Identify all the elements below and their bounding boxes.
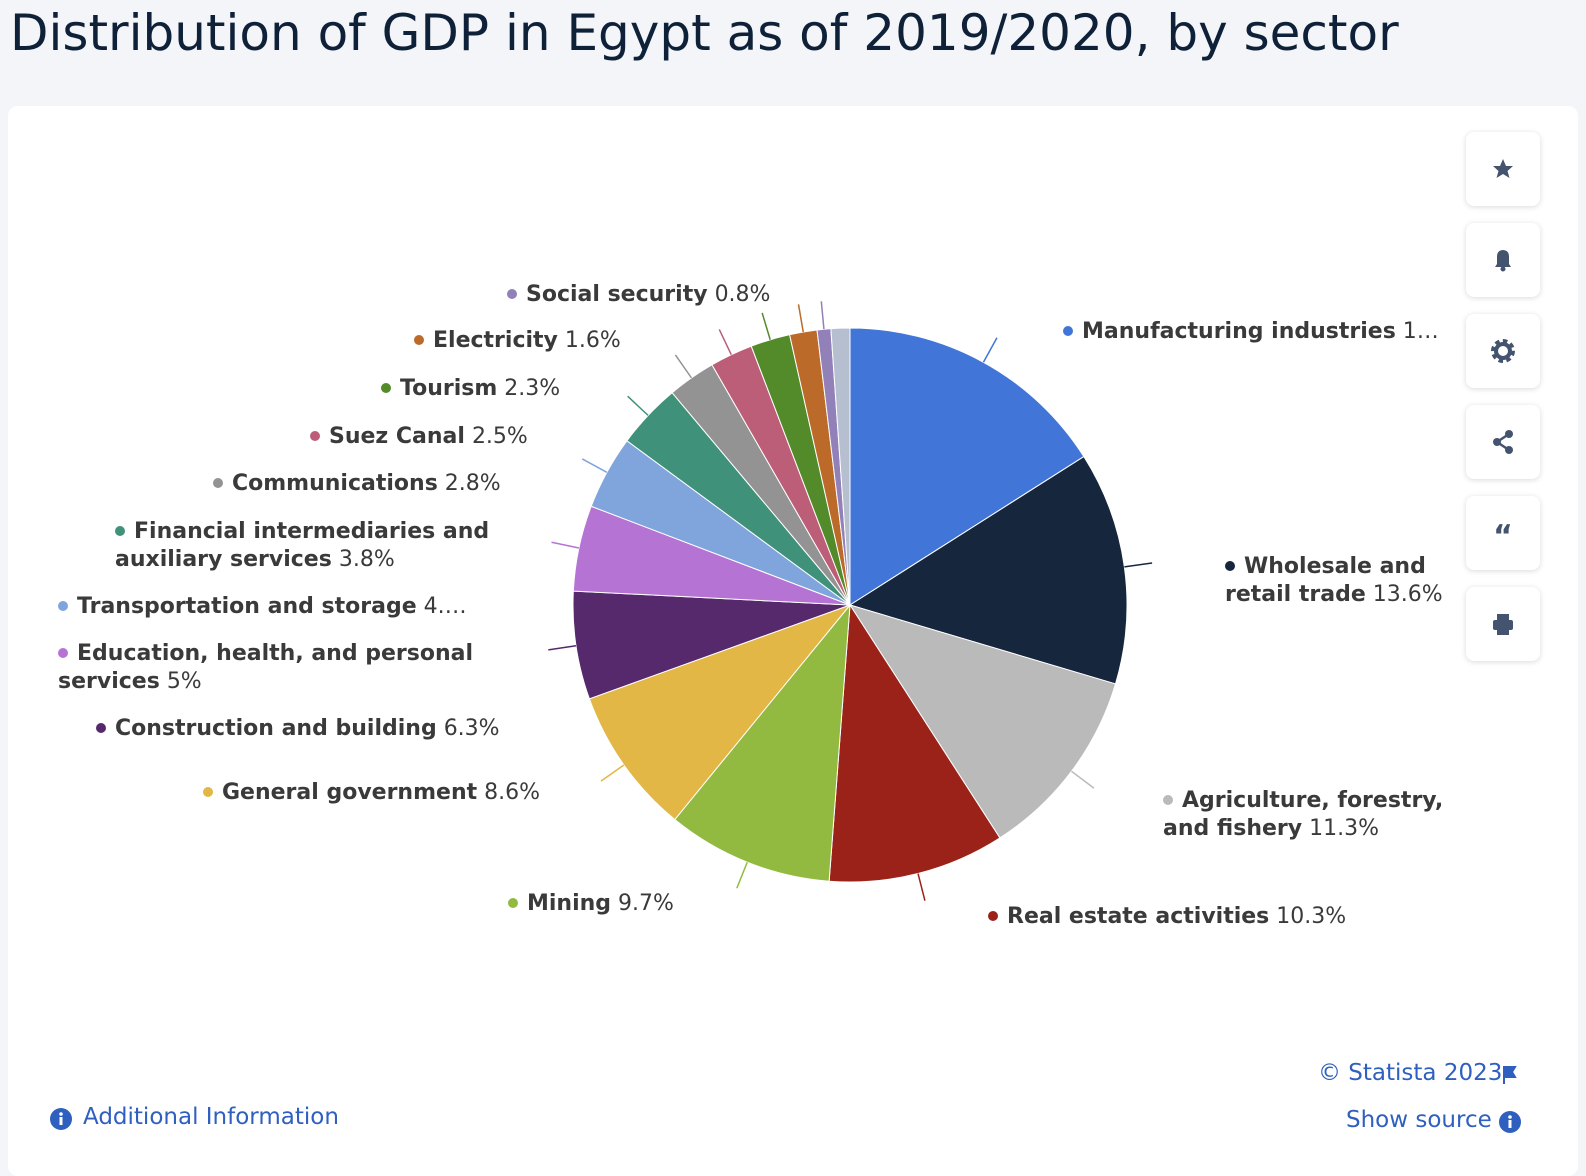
pie-slice: [828, 603, 1001, 883]
legend-dot: [115, 526, 125, 536]
legend-dot: [58, 601, 68, 611]
leader-line: [551, 541, 580, 549]
category-label: Agriculture, forestry, and fishery: [1163, 788, 1444, 841]
legend-dot: [414, 335, 424, 345]
category-label: Tourism: [400, 376, 498, 401]
data-label: Suez Canal 2.5%: [310, 423, 528, 451]
legend-dot: [988, 911, 998, 921]
pie-slice: [849, 327, 1085, 606]
leader-line: [797, 304, 804, 333]
leader-line: [600, 764, 625, 782]
pie-slice: [848, 604, 1117, 839]
legend-dot: [381, 383, 391, 393]
legend-dot: [58, 648, 68, 658]
value-label: 3.8%: [338, 547, 395, 572]
share-button[interactable]: [1466, 405, 1540, 479]
category-label: Construction and building: [115, 716, 437, 741]
value-label: 1.6%: [564, 328, 621, 353]
pie-slice: [588, 603, 852, 821]
legend-dot: [1163, 795, 1173, 805]
print-button[interactable]: [1466, 587, 1540, 661]
value-label: 6.3%: [443, 716, 500, 741]
category-label: Electricity: [433, 328, 558, 353]
alert-button[interactable]: [1466, 223, 1540, 297]
chart-title: Distribution of GDP in Egypt as of 2019/…: [10, 4, 1399, 62]
leader-line: [1124, 562, 1153, 568]
show-source[interactable]: Show source: [1346, 1107, 1492, 1133]
info-icon: [50, 1108, 72, 1130]
value-label: 1…: [1402, 319, 1439, 344]
legend-dot: [1225, 561, 1235, 571]
value-label: 0.8%: [714, 282, 771, 307]
category-label: Education, health, and personal services: [58, 641, 474, 694]
data-label: Tourism 2.3%: [381, 375, 560, 403]
data-label: Wholesale and retail trade 13.6%: [1225, 553, 1455, 609]
category-label: Transportation and storage: [77, 594, 417, 619]
legend-dot: [203, 787, 213, 797]
legend-dot: [310, 431, 320, 441]
value-label: 2.8%: [444, 471, 501, 496]
svg-text:“: “: [1493, 519, 1513, 554]
leader-line: [1071, 770, 1095, 789]
category-label: Manufacturing industries: [1082, 319, 1396, 344]
data-label: Social security 0.8%: [507, 281, 770, 309]
value-label: 9.7%: [618, 891, 674, 916]
data-label: Construction and building 6.3%: [96, 715, 500, 743]
pie-slice: [674, 603, 851, 882]
data-label: Real estate activities 10.3%: [988, 903, 1346, 931]
data-label: Mining 9.7%: [508, 890, 674, 918]
flag-icon: [1503, 1066, 1517, 1084]
data-label: Manufacturing industries 1…: [1063, 318, 1439, 346]
info-icon: [1499, 1111, 1521, 1133]
legend-dot: [507, 289, 517, 299]
settings-button[interactable]: [1466, 314, 1540, 388]
legend-dot: [96, 723, 106, 733]
leader-line: [820, 301, 825, 330]
value-label: 2.3%: [504, 376, 561, 401]
legend-dot: [508, 898, 518, 908]
copyright[interactable]: © Statista 2023: [1318, 1060, 1503, 1086]
category-label: General government: [222, 780, 478, 805]
data-label: Communications 2.8%: [213, 470, 501, 498]
leader-line: [627, 395, 649, 416]
data-label: Education, health, and personal services…: [58, 640, 478, 696]
leader-line: [982, 337, 998, 363]
value-label: 2.5%: [471, 424, 528, 449]
legend-dot: [1063, 326, 1073, 336]
value-label: 13.6%: [1372, 582, 1443, 607]
category-label: Communications: [232, 471, 438, 496]
category-label: Suez Canal: [329, 424, 465, 449]
leader-line: [761, 312, 771, 340]
category-label: Social security: [526, 282, 708, 307]
data-label: General government 8.6%: [203, 779, 540, 807]
data-label: Financial intermediaries and auxiliary s…: [115, 518, 495, 574]
leader-line: [718, 329, 732, 356]
leader-line: [548, 645, 577, 651]
category-label: Mining: [527, 891, 612, 916]
value-label: 4.…: [423, 594, 467, 619]
data-label: Electricity 1.6%: [414, 327, 621, 355]
category-label: Real estate activities: [1007, 904, 1270, 929]
legend-dot: [213, 478, 223, 488]
favorite-button[interactable]: [1466, 132, 1540, 206]
leader-line: [736, 861, 748, 889]
leader-line: [581, 458, 608, 473]
value-label: 11.3%: [1309, 816, 1379, 841]
data-label: Agriculture, forestry, and fishery 11.3%: [1163, 787, 1453, 843]
value-label: 8.6%: [484, 780, 541, 805]
category-label: Wholesale and retail trade: [1225, 554, 1426, 607]
leader-line: [674, 354, 693, 379]
data-label: Transportation and storage 4.…: [58, 593, 467, 621]
additional-info[interactable]: Additional Information: [83, 1104, 339, 1130]
value-label: 10.3%: [1276, 904, 1347, 929]
cite-button[interactable]: “: [1466, 496, 1540, 570]
value-label: 5%: [166, 669, 202, 694]
pie-slice: [830, 327, 851, 606]
category-label: Financial intermediaries and auxiliary s…: [115, 519, 490, 572]
leader-line: [917, 873, 926, 901]
